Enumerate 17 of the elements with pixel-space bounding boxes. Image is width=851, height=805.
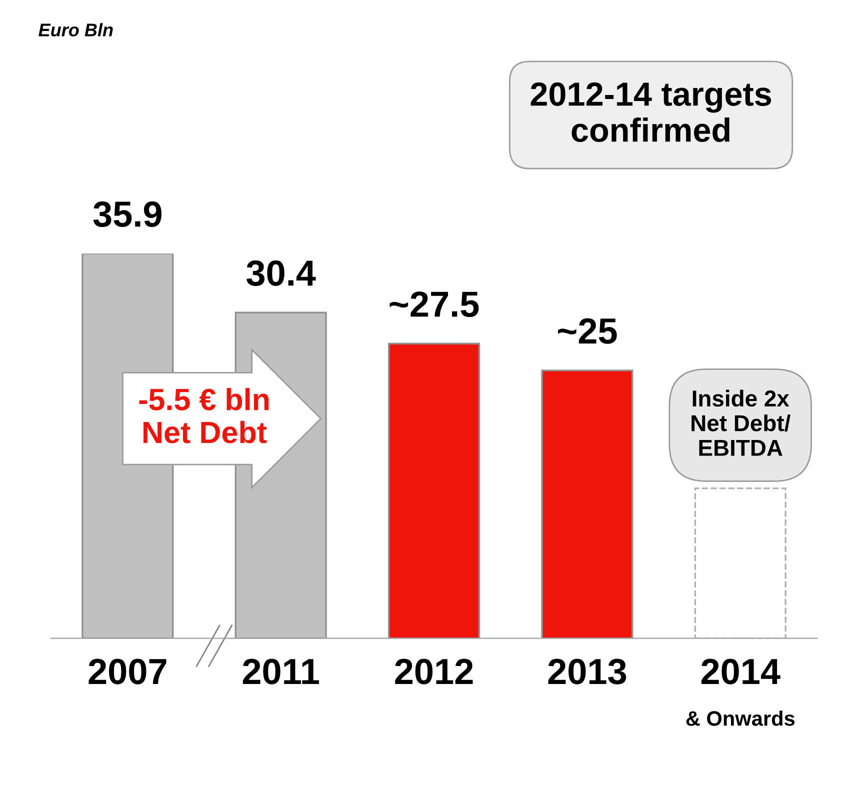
data-label: 30.4 — [246, 260, 316, 286]
x-tick-label: 2012 — [395, 658, 473, 684]
x-tick-label: 2011 — [242, 658, 319, 684]
data-label: 35.9 — [93, 201, 162, 228]
x-tick-label: 2007 — [88, 658, 166, 684]
bar — [694, 487, 786, 638]
text: Euro Bln — [38, 23, 113, 36]
annotation: -5.5 € bln Net Debt — [139, 388, 269, 444]
bar — [388, 342, 480, 638]
annotation: Inside 2x Net Debt/ EBITDA — [692, 390, 790, 456]
data-label: ~25 — [558, 318, 617, 344]
bar — [541, 370, 634, 638]
x-tick-label: 2014 — [701, 658, 780, 684]
data-label: ~27.5 — [390, 291, 479, 318]
text: 2012-14 targets confirmed — [530, 82, 772, 142]
text: & Onwards — [686, 710, 795, 726]
x-tick-label: 2013 — [548, 658, 626, 684]
